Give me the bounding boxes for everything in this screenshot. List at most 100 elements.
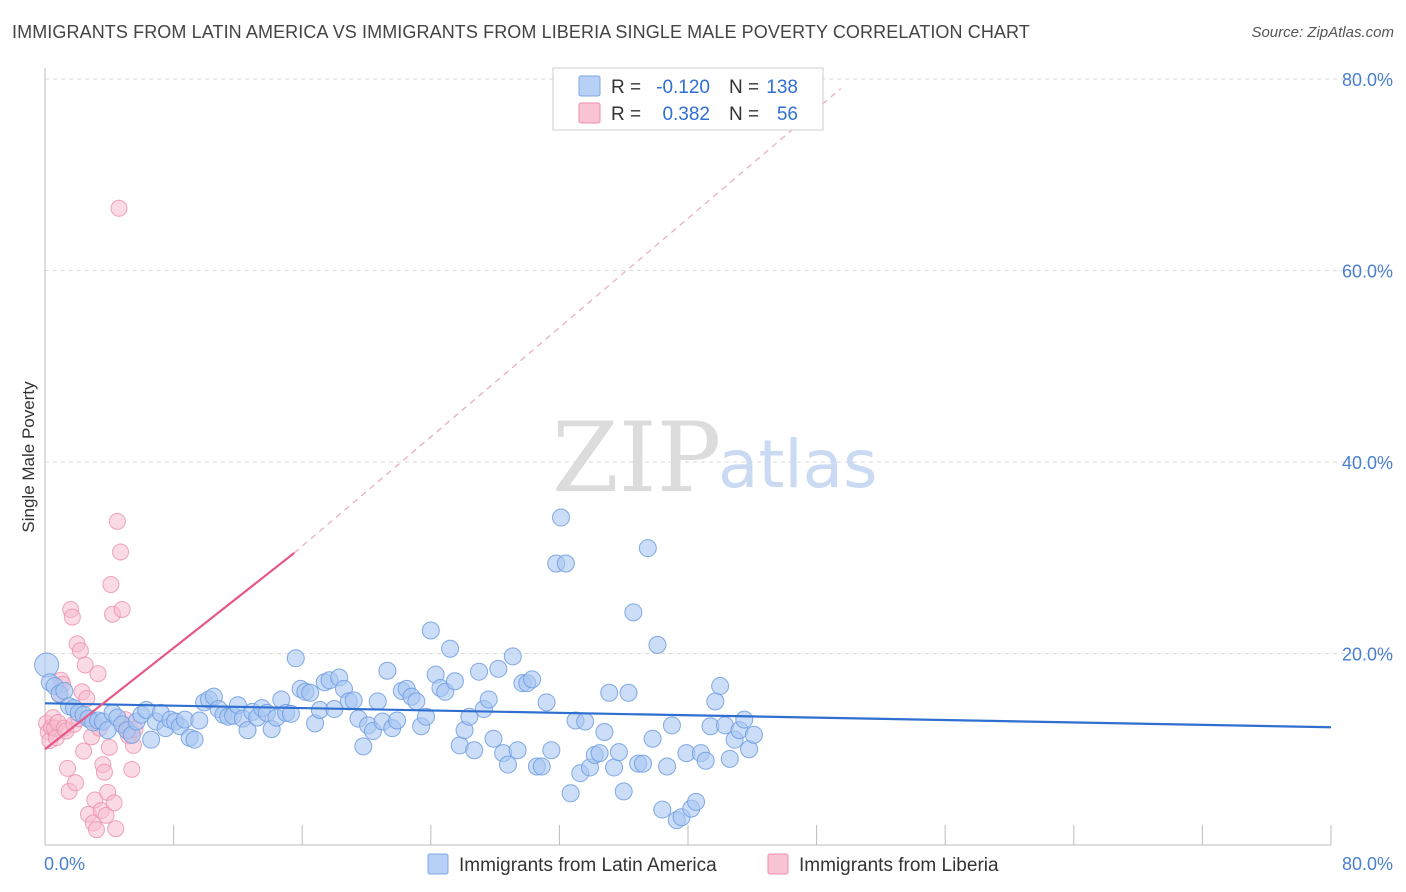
liberia-point <box>100 738 118 756</box>
latin-america-point <box>489 659 508 678</box>
latin-america-point <box>388 711 407 730</box>
liberia-point <box>110 199 128 217</box>
latin-america-point <box>378 661 397 680</box>
bottom-legend-swatch-latin-america <box>427 853 449 875</box>
latin-america-point <box>595 723 614 742</box>
legend-n-value-1: 138 <box>766 77 798 98</box>
latin-america-point <box>633 754 652 773</box>
latin-america-point <box>643 729 662 748</box>
latin-america-point <box>445 672 464 691</box>
liberia-point <box>107 820 125 838</box>
source-label: Source: ZipAtlas.com <box>1251 24 1394 41</box>
latin-america-point <box>301 683 320 702</box>
liberia-point <box>108 512 126 530</box>
liberia-point <box>67 774 85 792</box>
latin-america-point <box>523 670 542 689</box>
trendlines <box>44 88 1332 751</box>
legend-n-value-2: 56 <box>777 104 798 125</box>
latin-america-point <box>368 692 387 711</box>
x-tick-labels: 0.0% 80.0% <box>44 854 1393 874</box>
legend-n-label-1: N = <box>729 77 759 98</box>
latin-america-point <box>576 712 595 731</box>
trendline-latin-america <box>44 702 1332 729</box>
bottom-legend-label-latin-america: Immigrants from Latin America <box>459 855 717 876</box>
latin-america-point <box>590 744 609 763</box>
latin-america-point <box>614 782 633 801</box>
latin-america-point <box>416 707 435 726</box>
watermark-atlas: atlas <box>718 426 878 503</box>
legend-box: R = -0.120 N = 138 R = 0.382 N = 56 <box>552 67 824 131</box>
y-tick-labels: 20.0% 40.0% 60.0% 80.0% <box>1342 70 1393 665</box>
latin-america-point <box>470 662 489 681</box>
latin-america-point <box>479 690 498 709</box>
y-tick-label: 60.0% <box>1342 262 1393 282</box>
latin-america-point <box>648 635 667 654</box>
legend-r-value-1: -0.120 <box>656 77 710 98</box>
latin-america-points <box>34 508 763 830</box>
latin-america-point <box>744 725 763 744</box>
latin-america-point <box>720 749 739 768</box>
latin-america-point <box>238 721 257 740</box>
chart-title: IMMIGRANTS FROM LATIN AMERICA VS IMMIGRA… <box>12 22 1030 42</box>
latin-america-point <box>503 647 522 666</box>
latin-america-point <box>508 741 527 760</box>
liberia-point <box>75 742 93 760</box>
liberia-point <box>63 608 81 626</box>
latin-america-point <box>542 741 561 760</box>
liberia-point <box>71 642 89 660</box>
watermark-zip: ZIP <box>552 402 721 514</box>
latin-america-point <box>441 639 460 658</box>
latin-america-point <box>653 800 672 819</box>
latin-america-point <box>600 683 619 702</box>
latin-america-point <box>281 704 300 723</box>
trendline-liberia <box>44 552 295 751</box>
latin-america-point <box>142 730 161 749</box>
latin-america-point <box>687 792 706 811</box>
legend-swatch-latin-america <box>578 75 601 97</box>
legend-r-value-2: 0.382 <box>662 104 710 125</box>
latin-america-point <box>706 692 725 711</box>
legend-n-label-2: N = <box>729 104 759 125</box>
latin-america-point <box>638 539 657 558</box>
latin-america-point <box>609 743 628 762</box>
y-axis-label: Single Male Poverty <box>19 381 38 533</box>
latin-america-point <box>552 508 571 527</box>
latin-america-point <box>605 758 624 777</box>
latin-america-point <box>556 554 575 573</box>
latin-america-point <box>286 649 305 668</box>
latin-america-point <box>619 683 638 702</box>
liberia-point <box>89 665 107 683</box>
gridlines <box>45 78 1392 654</box>
liberia-point <box>76 656 94 674</box>
liberia-point <box>123 760 141 778</box>
y-tick-label: 80.0% <box>1342 70 1393 90</box>
latin-america-point <box>484 729 503 748</box>
latin-america-point <box>624 603 643 622</box>
latin-america-point <box>662 716 681 735</box>
latin-america-point <box>711 677 730 696</box>
latin-america-point <box>34 652 60 678</box>
latin-america-point <box>696 751 715 770</box>
x-tick-label: 80.0% <box>1342 854 1393 874</box>
bottom-legend: Immigrants from Latin America Immigrants… <box>427 853 999 876</box>
legend-r-label-1: R = <box>611 77 641 98</box>
latin-america-point <box>185 730 204 749</box>
y-tick-label: 20.0% <box>1342 645 1393 665</box>
latin-america-point <box>407 692 426 711</box>
latin-america-point <box>561 784 580 803</box>
latin-america-point <box>190 711 209 730</box>
latin-america-point <box>344 691 363 710</box>
liberia-point <box>97 806 115 824</box>
latin-america-point <box>498 755 517 774</box>
latin-america-point <box>465 741 484 760</box>
watermark: ZIP atlas <box>552 402 878 514</box>
legend-swatch-liberia <box>578 102 601 124</box>
liberia-point <box>95 763 113 781</box>
legend-r-label-2: R = <box>611 104 641 125</box>
latin-america-point <box>658 757 677 776</box>
latin-america-point <box>55 681 74 700</box>
latin-america-point <box>537 693 556 712</box>
latin-america-point <box>421 621 440 640</box>
latin-america-point <box>735 710 754 729</box>
